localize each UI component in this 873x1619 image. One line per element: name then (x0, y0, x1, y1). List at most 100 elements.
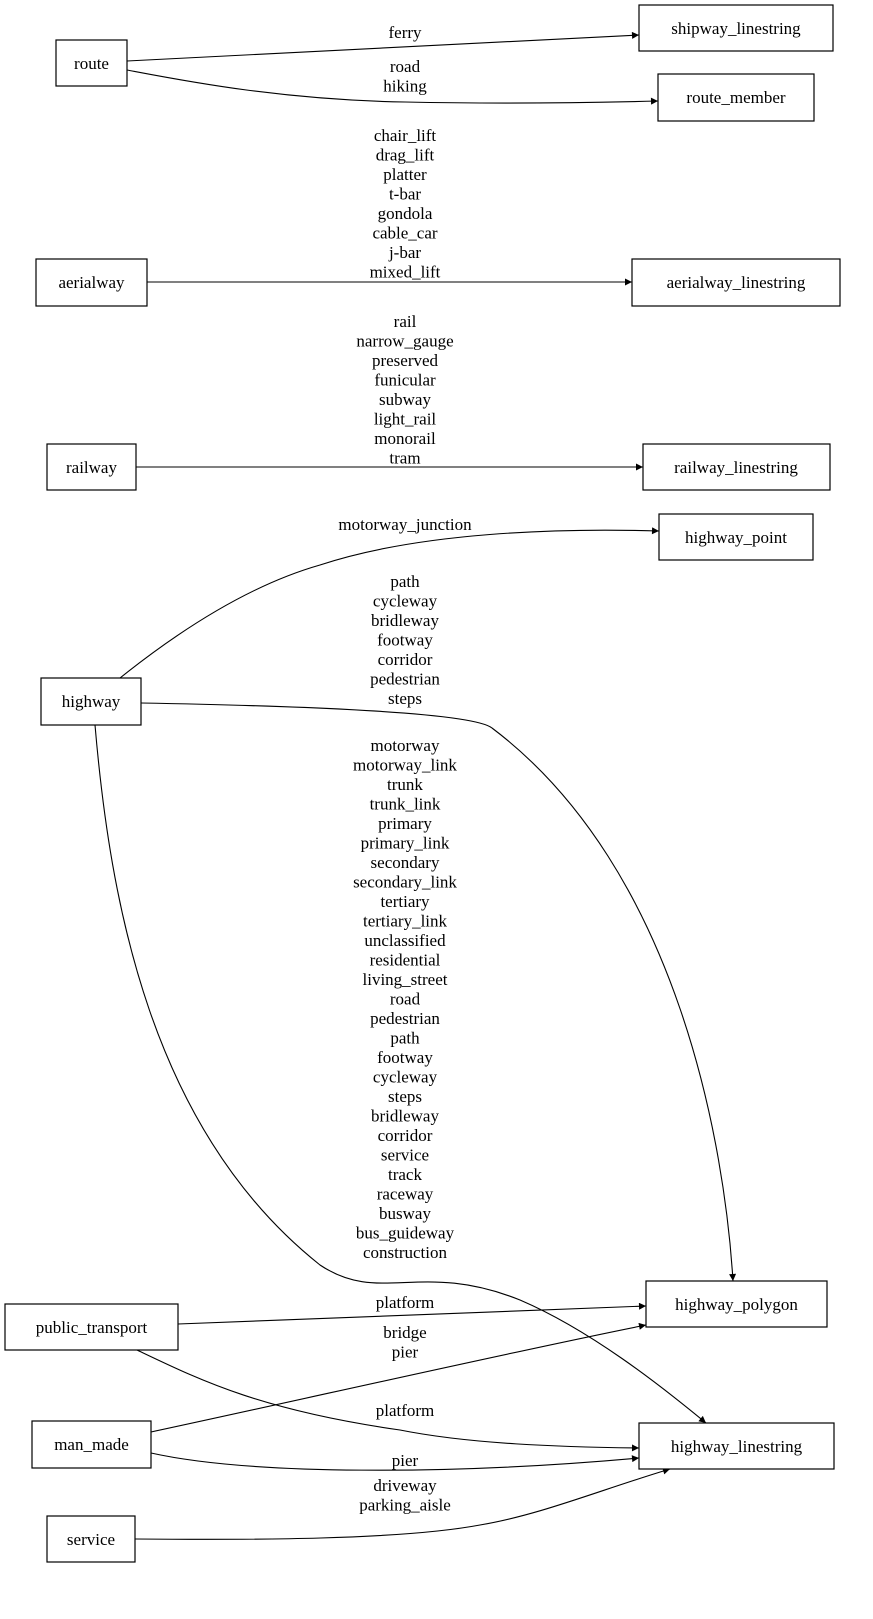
edge-label: bridleway (371, 1107, 439, 1126)
nodes: route shipway_linestring route_member ae… (4, 4, 841, 1563)
node-man-made: man_made (31, 1420, 152, 1469)
edge-label: secondary_link (353, 873, 457, 892)
edge-label: motorway_junction (338, 515, 472, 534)
edge-label-group: chair_liftdrag_liftplattert-bargondolaca… (370, 126, 441, 282)
node-label: railway_linestring (674, 458, 798, 477)
node-label: highway_point (685, 528, 787, 547)
edge-label: pier (392, 1343, 419, 1362)
edge-label: light_rail (374, 410, 437, 429)
edge-label: gondola (378, 204, 433, 223)
edge-label: construction (363, 1243, 448, 1262)
edge-label: trunk (387, 775, 423, 794)
edge-label: steps (388, 689, 422, 708)
edge-label-group: ferry (388, 23, 422, 42)
edge-route-route-member (126, 69, 659, 105)
edge-label: footway (377, 1048, 433, 1067)
node-public-transport: public_transport (4, 1303, 179, 1351)
node-route: route (55, 39, 128, 87)
edge-man-made-highway-polygon (150, 1322, 647, 1433)
edge-label: mixed_lift (370, 263, 441, 282)
edge-label: narrow_gauge (356, 332, 453, 351)
node-aerialway: aerialway (35, 258, 148, 307)
edge-label-group: platform (376, 1293, 435, 1312)
edge-label: motorway (371, 736, 440, 755)
edge-label: secondary (371, 853, 440, 872)
edge-label-group: railnarrow_gaugepreservedfunicularsubway… (356, 312, 453, 468)
edge-label: tertiary_link (363, 912, 448, 931)
edge-label-group: motorwaymotorway_linktrunktrunk_linkprim… (353, 736, 457, 1262)
edge-label: steps (388, 1087, 422, 1106)
edge-label: service (381, 1146, 429, 1165)
edge-label: corridor (378, 650, 433, 669)
node-label: public_transport (36, 1318, 148, 1337)
edge-label: residential (370, 951, 441, 970)
edge-label: bridge (383, 1323, 426, 1342)
edge-highway-highway-linestring (94, 724, 707, 1424)
edge-label-group: pier (392, 1451, 419, 1470)
edge-label: j-bar (388, 243, 421, 262)
edge-label: tertiary (380, 892, 430, 911)
edge-label: primary (378, 814, 432, 833)
edge-label: subway (379, 390, 431, 409)
node-label: shipway_linestring (671, 19, 801, 38)
edge-label: pedestrian (370, 1009, 440, 1028)
node-route-member: route_member (657, 73, 815, 122)
edge-label-group: motorway_junction (338, 515, 472, 534)
node-label: route_member (686, 88, 785, 107)
edge-service-highway-linestring (134, 1467, 671, 1540)
edge-label: pier (392, 1451, 419, 1470)
node-highway-point: highway_point (658, 513, 814, 561)
edge-label: platform (376, 1401, 435, 1420)
edge-label: ferry (388, 23, 422, 42)
node-service: service (46, 1515, 136, 1563)
edge-label-group: pathcyclewaybridlewayfootwaycorridorpede… (370, 572, 440, 708)
edge-label: path (390, 572, 420, 591)
edge-man-made-highway-linestring (150, 1452, 640, 1471)
edge-label: road (390, 990, 421, 1009)
edge-label: parking_aisle (359, 1496, 451, 1515)
edge-label: driveway (373, 1476, 437, 1495)
edge-label: bridleway (371, 611, 439, 630)
edge-label: cycleway (373, 1068, 438, 1087)
edge-public-transport-highway-polygon (177, 1302, 647, 1325)
edge-label: bus_guideway (356, 1224, 455, 1243)
edge-label: footway (377, 631, 433, 650)
node-label: route (74, 54, 109, 73)
node-label: highway_polygon (675, 1295, 798, 1314)
node-label: railway (66, 458, 117, 477)
edge-public-transport-highway-linestring (136, 1349, 640, 1452)
edge-label: t-bar (389, 185, 421, 204)
node-highway-linestring: highway_linestring (638, 1422, 835, 1470)
edge-label: drag_lift (376, 146, 435, 165)
edge-label-group: platform (376, 1401, 435, 1420)
edge-label: unclassified (364, 931, 446, 950)
node-label: service (67, 1530, 115, 1549)
edge-label: hiking (383, 77, 427, 96)
node-label: man_made (54, 1435, 129, 1454)
edge-label: path (390, 1029, 420, 1048)
edge-label: monorail (374, 429, 436, 448)
node-label: aerialway (58, 273, 125, 292)
edge-highway-highway-point (119, 527, 660, 679)
node-highway: highway (40, 677, 142, 726)
edge-label: corridor (378, 1126, 433, 1145)
edge-label: living_street (363, 970, 448, 989)
edge-label: primary_link (361, 834, 450, 853)
node-railway: railway (46, 443, 137, 491)
edge-label: track (388, 1165, 422, 1184)
edge-label: rail (394, 312, 417, 331)
edge-route-shipway-linestring (126, 31, 640, 62)
edge-label: platform (376, 1293, 435, 1312)
node-label: highway (62, 692, 121, 711)
edge-label: chair_lift (374, 126, 437, 145)
node-label: aerialway_linestring (667, 273, 806, 292)
edge-label: motorway_link (353, 756, 457, 775)
edge-labels: ferryroadhikingchair_liftdrag_liftplatte… (338, 23, 472, 1515)
edge-label: road (390, 57, 421, 76)
edge-label: busway (379, 1204, 431, 1223)
edge-label: platter (383, 165, 427, 184)
